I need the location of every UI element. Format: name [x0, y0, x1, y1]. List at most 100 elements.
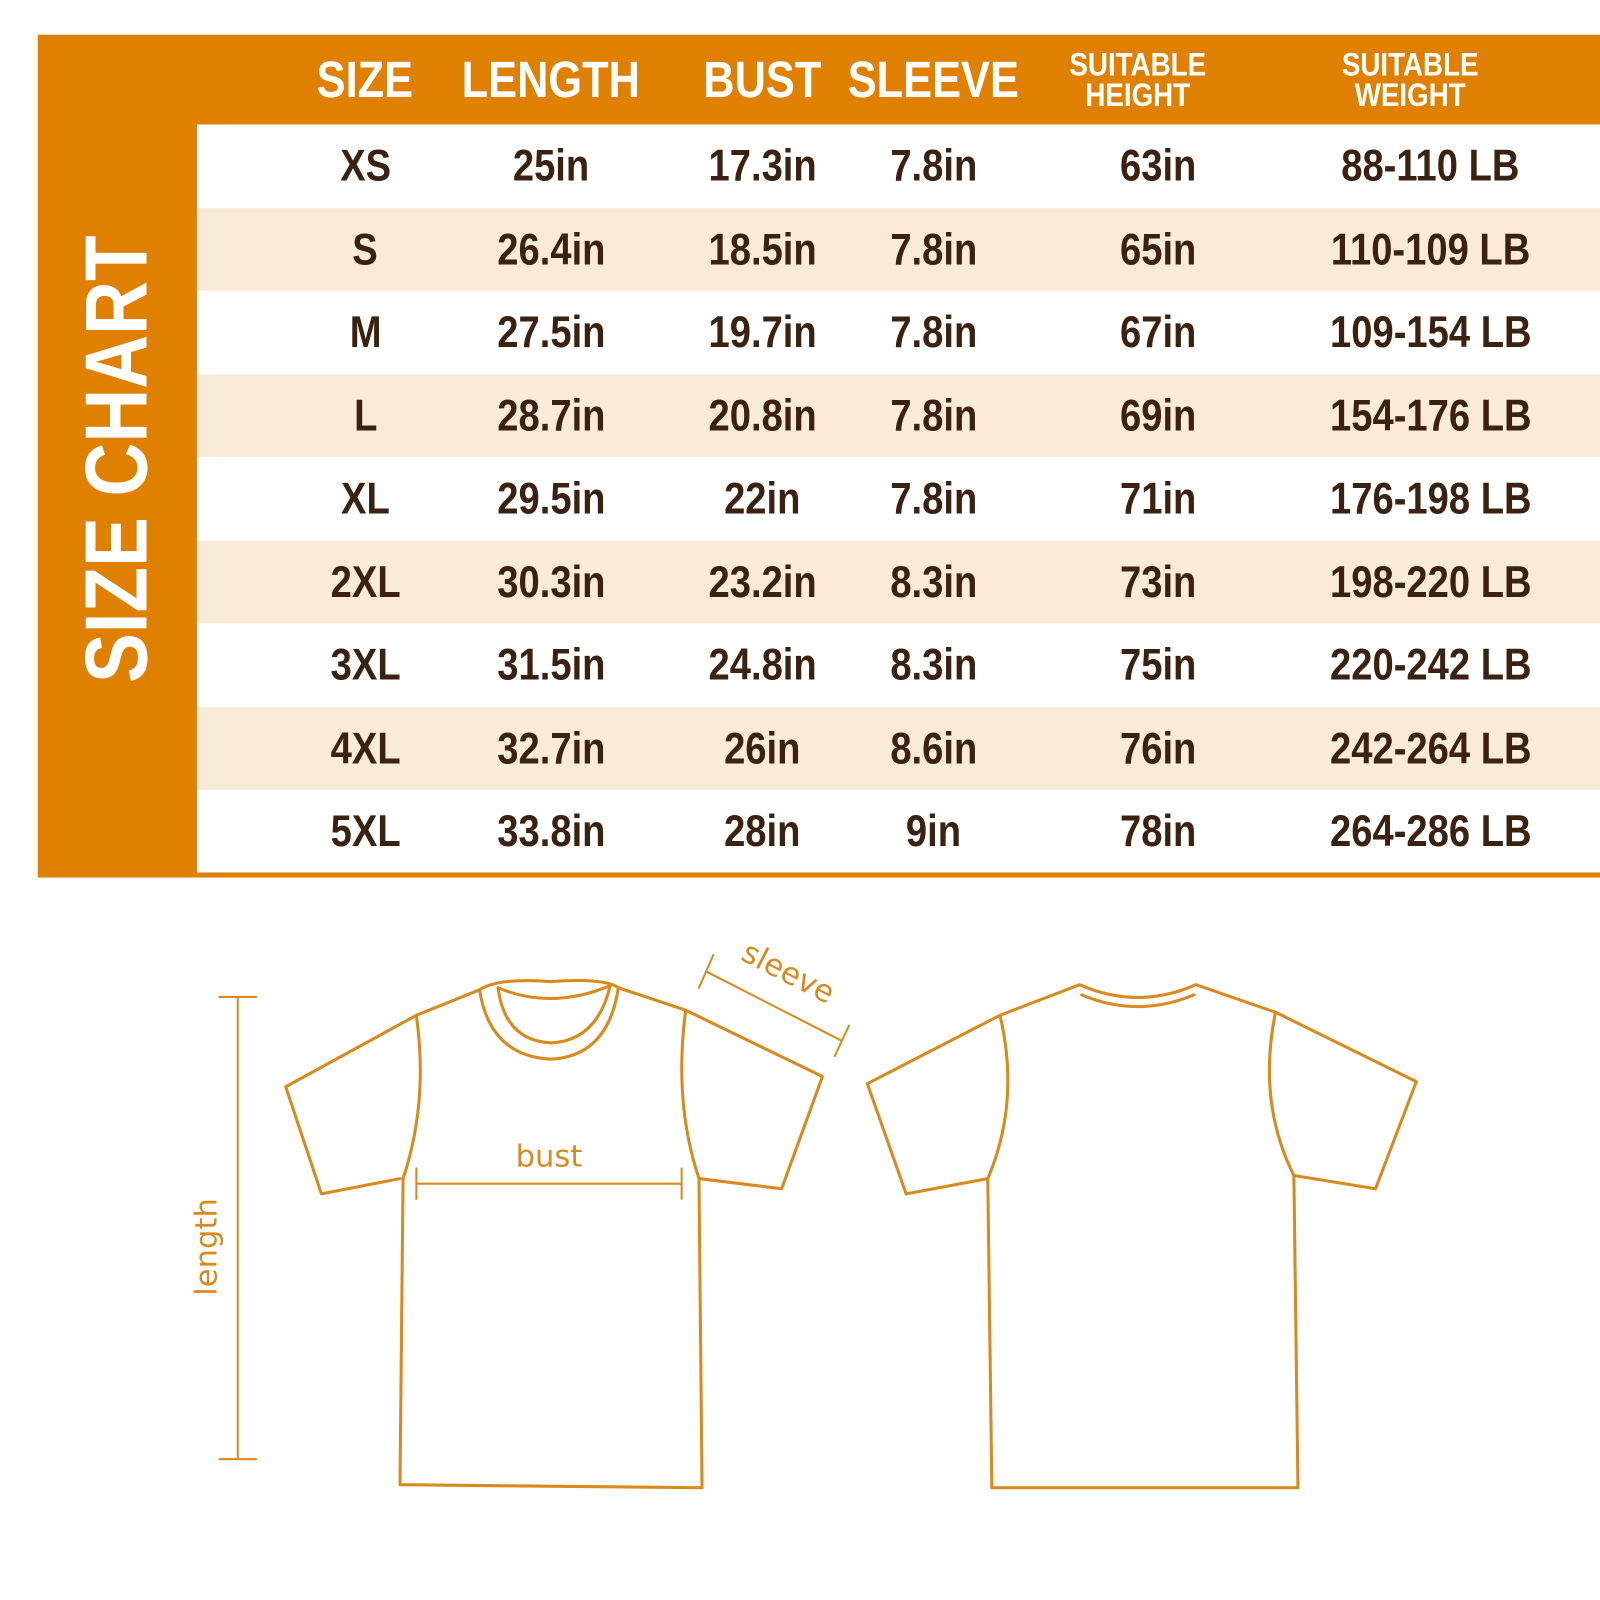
length-dimension	[218, 995, 258, 1461]
cell-text: 198-220 LB	[1329, 556, 1532, 607]
table-row: 3XL 31.5in 24.8in 8.3in 75in 220-242 LB	[197, 623, 1600, 706]
table-cell: XL	[212, 457, 518, 540]
table-cell: 25in	[398, 124, 704, 207]
table-cell: 7.8in	[781, 208, 1087, 291]
table-cell: 28.7in	[398, 374, 704, 457]
column-header-text: SUITABLE WEIGHT	[1341, 45, 1479, 114]
cell-text: L	[353, 390, 377, 441]
table-cell: 71in	[1005, 457, 1311, 540]
column-header: SUITABLE HEIGHT	[1005, 35, 1270, 125]
cell-text: 32.7in	[496, 722, 606, 773]
table-row: 2XL 30.3in 23.2in 8.3in 73in 198-220 LB	[196, 540, 1600, 624]
table-cell: 78in	[1005, 790, 1311, 873]
table-cell: 69in	[1005, 374, 1311, 457]
table-cell: 31.5in	[398, 623, 704, 706]
table-cell: 9in	[781, 790, 1087, 873]
cell-text: 28.7in	[496, 390, 606, 441]
cell-text: XL	[340, 473, 390, 524]
table-cell: 33.8in	[398, 790, 704, 873]
cell-text: 5XL	[330, 806, 401, 857]
table-cell: 8.3in	[781, 623, 1087, 706]
cell-text: 22in	[724, 473, 801, 524]
table-cell: 67in	[1005, 291, 1311, 374]
cell-text: M	[349, 307, 382, 358]
cell-text: 17.3in	[708, 140, 817, 191]
cell-text: 242-264 LB	[1329, 722, 1532, 773]
table-cell: 22in	[609, 457, 915, 540]
table-cell: 23.2in	[609, 540, 915, 623]
cell-text: 176-198 LB	[1329, 473, 1532, 524]
table-cell: L	[212, 374, 518, 457]
table-cell: 27.5in	[398, 291, 704, 374]
table-cell: 8.6in	[781, 707, 1087, 790]
table-cell: 7.8in	[781, 291, 1087, 374]
cell-text: 264-286 LB	[1329, 806, 1532, 857]
cell-text: 88-110 LB	[1341, 140, 1520, 191]
table-cell: M	[212, 291, 518, 374]
table-row: 4XL 32.7in 26in 8.6in 76in 242-264 LB	[196, 706, 1600, 790]
cell-text: XS	[339, 140, 391, 191]
cell-text: 31.5in	[496, 639, 606, 690]
table-cell: 176-198 LB	[1278, 457, 1584, 540]
table-cell: 3XL	[212, 623, 518, 706]
cell-text: 7.8in	[890, 390, 978, 441]
table-cell: 28in	[609, 790, 915, 873]
table-cell: 32.7in	[398, 707, 704, 790]
cell-text: 109-154 LB	[1329, 307, 1532, 358]
table-cell: 7.8in	[781, 457, 1087, 540]
column-header-text: BUST	[703, 51, 822, 109]
cell-text: 69in	[1119, 390, 1197, 441]
cell-text: 71in	[1119, 473, 1197, 524]
cell-text: 154-176 LB	[1329, 390, 1532, 441]
cell-text: 8.6in	[890, 722, 978, 773]
column-header-text: LENGTH	[461, 51, 641, 109]
table-cell: 198-220 LB	[1278, 540, 1584, 623]
cell-text: 20.8in	[708, 390, 817, 441]
cell-text: 27.5in	[496, 307, 606, 358]
table-cell: 242-264 LB	[1278, 707, 1584, 790]
cell-text: 26in	[724, 722, 801, 773]
table-cell: 18.5in	[609, 208, 915, 291]
cell-text: 29.5in	[496, 473, 606, 524]
cell-text: 23.2in	[708, 556, 817, 607]
cell-text: S	[352, 223, 379, 274]
cell-text: 220-242 LB	[1329, 639, 1532, 690]
table-cell: XS	[212, 124, 518, 207]
table-cell: 5XL	[212, 790, 518, 873]
table-cell: 76in	[1005, 707, 1311, 790]
table-row: XL 29.5in 22in 7.8in 71in 176-198 LB	[197, 457, 1600, 540]
column-header-text: SIZE	[317, 51, 414, 109]
bust-label: bust	[516, 1139, 583, 1174]
table-cell: 65in	[1005, 208, 1311, 291]
table-cell: 29.5in	[398, 457, 704, 540]
cell-text: 63in	[1119, 140, 1197, 191]
table-cell: 63in	[1005, 124, 1311, 207]
table-cell: 88-110 LB	[1278, 124, 1584, 207]
sleeve-label: sleeve	[736, 935, 840, 1011]
table-cell: 26.4in	[398, 208, 704, 291]
table-row: L 28.7in 20.8in 7.8in 69in 154-176 LB	[196, 373, 1600, 458]
cell-text: 67in	[1119, 307, 1197, 358]
table-row: XS 25in 17.3in 7.8in 63in 88-110 LB	[197, 124, 1600, 207]
cell-text: 3XL	[330, 639, 401, 690]
table-cell: 8.3in	[781, 540, 1087, 623]
cell-text: 18.5in	[708, 223, 817, 274]
table-cell: 4XL	[212, 707, 518, 790]
table-cell: 20.8in	[609, 374, 915, 457]
length-label: length	[189, 1198, 224, 1296]
table-cell: 75in	[1005, 623, 1311, 706]
table-row: 5XL 33.8in 28in 9in 78in 264-286 LB	[197, 790, 1600, 873]
cell-text: 73in	[1119, 556, 1197, 607]
cell-text: 75in	[1119, 639, 1197, 690]
column-header: BUST	[609, 35, 915, 125]
table-cell: 26in	[609, 707, 915, 790]
table-row: S 26.4in 18.5in 7.8in 65in 110-109 LB	[196, 207, 1600, 291]
table-cell: 24.8in	[609, 623, 915, 706]
cell-text: 2XL	[330, 556, 401, 607]
column-header: SIZE	[212, 35, 518, 125]
cell-text: 76in	[1119, 722, 1197, 773]
table-cell: 17.3in	[609, 124, 915, 207]
table-cell: 30.3in	[398, 540, 704, 623]
table-cell: 220-242 LB	[1278, 623, 1584, 706]
